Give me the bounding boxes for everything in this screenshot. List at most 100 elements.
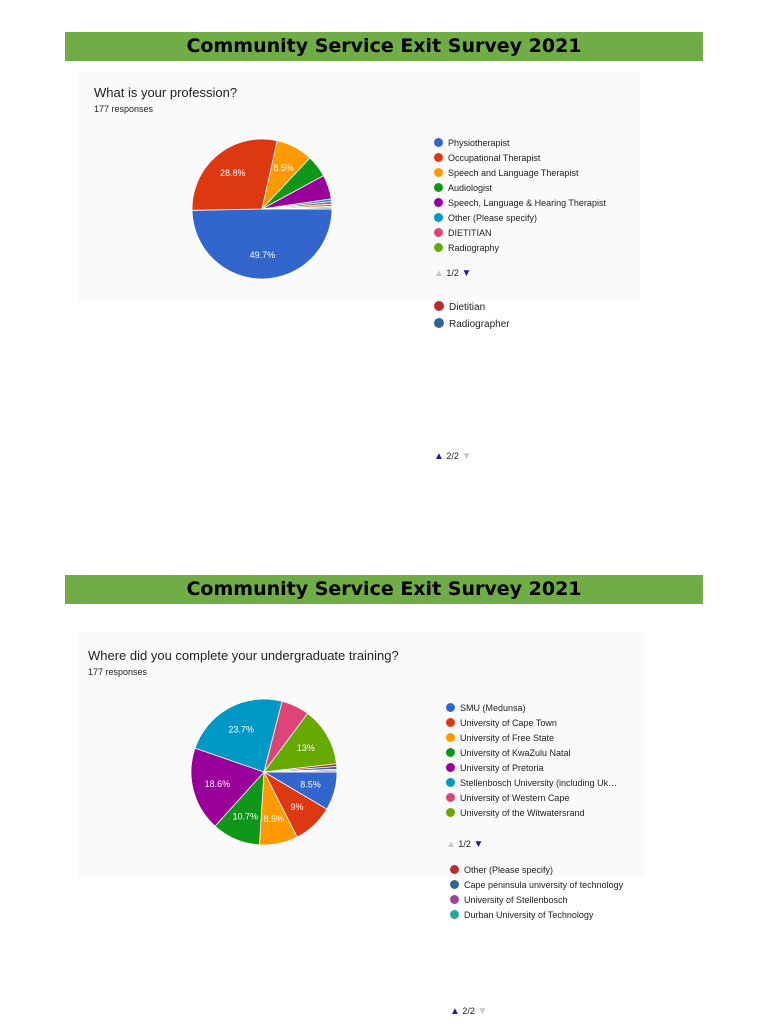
triangle-down-icon[interactable]: ▼ xyxy=(477,1006,488,1017)
triangle-up-icon[interactable]: ▲ xyxy=(434,451,444,462)
pie-slice-label: 10.7% xyxy=(233,811,259,821)
triangle-down-icon[interactable]: ▼ xyxy=(461,268,472,279)
legend-swatch xyxy=(450,910,459,920)
legend-pager: ▲ 2/2 ▼ xyxy=(450,1006,487,1017)
pie-slice-stellenbosch-university-including-uk[interactable] xyxy=(194,698,283,773)
pie-slice-label: 13% xyxy=(297,743,315,753)
legend-swatch xyxy=(434,198,443,208)
legend-item-speech-language-hearing-therapist[interactable]: Speech, Language & Hearing Therapist xyxy=(434,196,606,211)
legend-item-university-of-kwazulu-natal[interactable]: University of KwaZulu Natal xyxy=(446,746,617,761)
pie-slice-label: 9% xyxy=(290,802,303,812)
legend-swatch xyxy=(450,880,459,890)
legend-item-university-of-pretoria[interactable]: University of Pretoria xyxy=(446,761,617,776)
legend-swatch xyxy=(446,718,455,728)
legend-label: DIETITIAN xyxy=(448,228,492,238)
legend-pager: ▲ 2/2 ▼ xyxy=(434,451,471,462)
legend-page-1: SMU (Medunsa) University of Cape Town Univ… xyxy=(446,701,617,821)
survey-section-profession: Community Service Exit Survey 2021 What … xyxy=(65,32,703,462)
legend-label: University of Free State xyxy=(460,733,555,743)
legend-swatch xyxy=(434,168,443,178)
legend-swatch xyxy=(446,793,455,803)
pie-slice-label: 28.8% xyxy=(220,168,246,178)
legend-swatch xyxy=(450,865,459,875)
legend-item-physiotherapist[interactable]: Physiotherapist xyxy=(434,136,606,151)
pie-slice-physiotherapist[interactable] xyxy=(191,208,333,280)
chart-card xyxy=(78,632,644,877)
legend-label: Audiologist xyxy=(448,183,493,193)
legend-item-speech-and-language-therapist[interactable]: Speech and Language Therapist xyxy=(434,166,606,181)
pie-slice-label: 8.5% xyxy=(300,780,321,790)
triangle-up-icon[interactable]: ▲ xyxy=(450,1006,460,1017)
legend-label: University of the Witwatersrand xyxy=(460,808,585,818)
legend-swatch xyxy=(446,778,455,788)
pager-page-label: 1/2 xyxy=(458,839,471,849)
legend-page-2: Other (Please specify) Cape peninsula uni… xyxy=(450,863,623,923)
legend-item-university-of-stellenbosch[interactable]: University of Stellenbosch xyxy=(450,893,623,908)
legend-item-university-of-the-witwatersrand[interactable]: University of the Witwatersrand xyxy=(446,806,617,821)
pie-slice-university-of-the-witwatersrand[interactable] xyxy=(263,712,337,773)
legend-label: Radiographer xyxy=(449,319,510,330)
legend-item-smu-medunsa[interactable]: SMU (Medunsa) xyxy=(446,701,617,716)
legend-swatch xyxy=(446,703,455,713)
legend-label: Stellenbosch University (including Uk… xyxy=(460,778,618,788)
legend-label: University of KwaZulu Natal xyxy=(460,748,571,758)
legend-label: University of Cape Town xyxy=(460,718,557,728)
legend-label: Speech and Language Therapist xyxy=(448,168,579,178)
pie-slice-label: 18.6% xyxy=(205,779,231,789)
legend-item-university-of-cape-town[interactable]: University of Cape Town xyxy=(446,716,617,731)
legend-label: Cape peninsula university of technology xyxy=(464,880,624,890)
triangle-down-icon[interactable]: ▼ xyxy=(461,451,472,462)
legend-label: University of Pretoria xyxy=(460,763,544,773)
legend-label: Physiotherapist xyxy=(448,138,510,148)
pie-slice-label: 23.7% xyxy=(228,725,254,735)
response-count: 177 responses xyxy=(94,104,154,114)
pie-slice-label: 49.7% xyxy=(250,250,276,260)
pie-slice-durban-university-of-technology[interactable] xyxy=(263,770,338,773)
legend-item-dietitian[interactable]: DIETITIAN xyxy=(434,226,606,241)
legend-swatch xyxy=(434,213,443,223)
legend-item-cape-peninsula-university-of-technology[interactable]: Cape peninsula university of technology xyxy=(450,878,623,893)
legend-item-university-of-free-state[interactable]: University of Free State xyxy=(446,731,617,746)
question-title: What is your profession? xyxy=(94,85,238,100)
pie-chart-profession: 49.7% 28.8% 8.5% xyxy=(191,138,333,280)
question-title: Where did you complete your undergraduat… xyxy=(88,648,399,663)
legend-label: SMU (Medunsa) xyxy=(460,703,526,713)
pie-slice-occupational-therapist[interactable] xyxy=(191,138,278,211)
pie-slice-label: 8.5% xyxy=(273,163,294,173)
legend-item-dietitian[interactable]: Dietitian xyxy=(434,300,510,317)
response-count: 177 responses xyxy=(88,667,148,677)
pie-slice-radiographer[interactable] xyxy=(261,207,333,210)
legend-label: University of Western Cape xyxy=(460,793,570,803)
legend-item-other-please-specify[interactable]: Other (Please specify) xyxy=(450,863,623,878)
survey-banner: Community Service Exit Survey 2021 xyxy=(65,32,703,61)
legend-swatch xyxy=(434,301,444,312)
triangle-up-icon[interactable]: ▲ xyxy=(446,839,456,850)
legend-swatch xyxy=(434,183,443,193)
legend-item-radiographer[interactable]: Radiographer xyxy=(434,317,510,334)
pager-page-label: 2/2 xyxy=(446,451,459,461)
legend-label: Other (Please specify) xyxy=(448,213,538,223)
legend-item-university-of-western-cape[interactable]: University of Western Cape xyxy=(446,791,617,806)
legend-item-radiography[interactable]: Radiography xyxy=(434,241,606,256)
pie-slice-university-of-pretoria[interactable] xyxy=(190,747,265,827)
legend-label: Radiography xyxy=(448,243,500,253)
survey-section-training: Community Service Exit Survey 2021 Where… xyxy=(0,512,768,1024)
pager-page-label: 2/2 xyxy=(462,1006,475,1016)
pie-slice-label: 8.5% xyxy=(264,814,285,824)
legend-item-stellenbosch-university-including-uk[interactable]: Stellenbosch University (including Uk… xyxy=(446,776,617,791)
legend-swatch xyxy=(434,318,444,329)
legend-item-durban-university-of-technology[interactable]: Durban University of Technology xyxy=(450,908,623,923)
legend-item-occupational-therapist[interactable]: Occupational Therapist xyxy=(434,151,606,166)
pager-page-label: 1/2 xyxy=(446,268,459,278)
legend-swatch xyxy=(434,153,443,163)
legend-pager: ▲ 1/2 ▼ xyxy=(446,839,483,850)
legend-pager: ▲ 1/2 ▼ xyxy=(434,268,471,279)
legend-item-audiologist[interactable]: Audiologist xyxy=(434,181,606,196)
legend-swatch xyxy=(446,733,455,743)
legend-item-other-please-specify[interactable]: Other (Please specify) xyxy=(434,211,606,226)
legend-swatch xyxy=(446,808,455,818)
triangle-up-icon[interactable]: ▲ xyxy=(434,268,444,279)
triangle-down-icon[interactable]: ▼ xyxy=(473,839,484,850)
chart-card xyxy=(78,71,640,303)
legend-label: Dietitian xyxy=(449,302,486,313)
